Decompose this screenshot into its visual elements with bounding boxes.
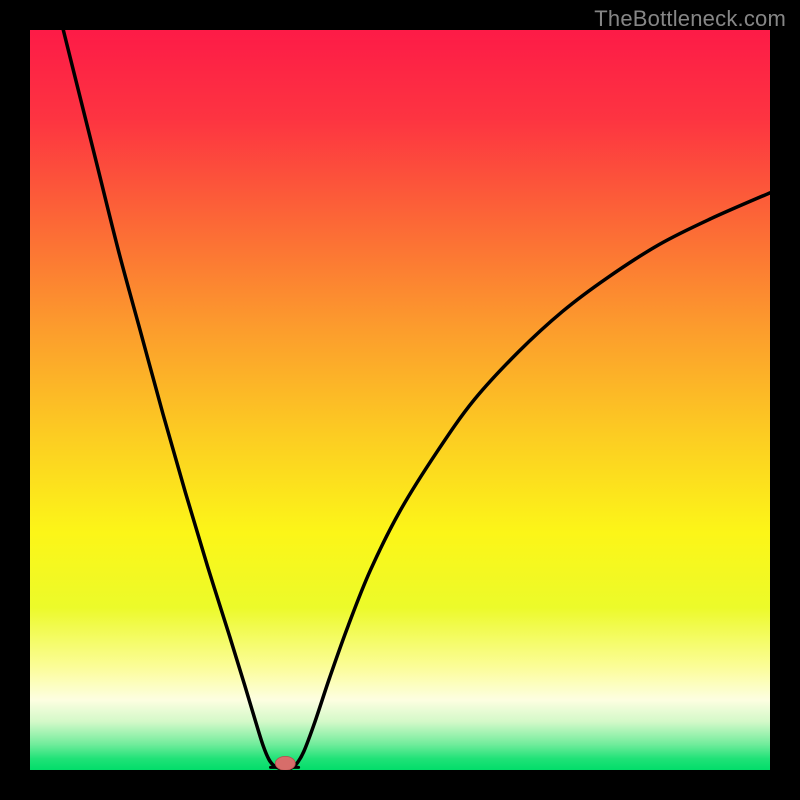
curve-right	[290, 193, 770, 769]
outer-frame: TheBottleneck.com	[0, 0, 800, 800]
curve-svg	[30, 30, 770, 770]
chart-plot-area	[30, 30, 770, 770]
watermark-text: TheBottleneck.com	[594, 6, 786, 32]
curve-left	[63, 30, 280, 769]
min-point-marker	[275, 756, 295, 770]
